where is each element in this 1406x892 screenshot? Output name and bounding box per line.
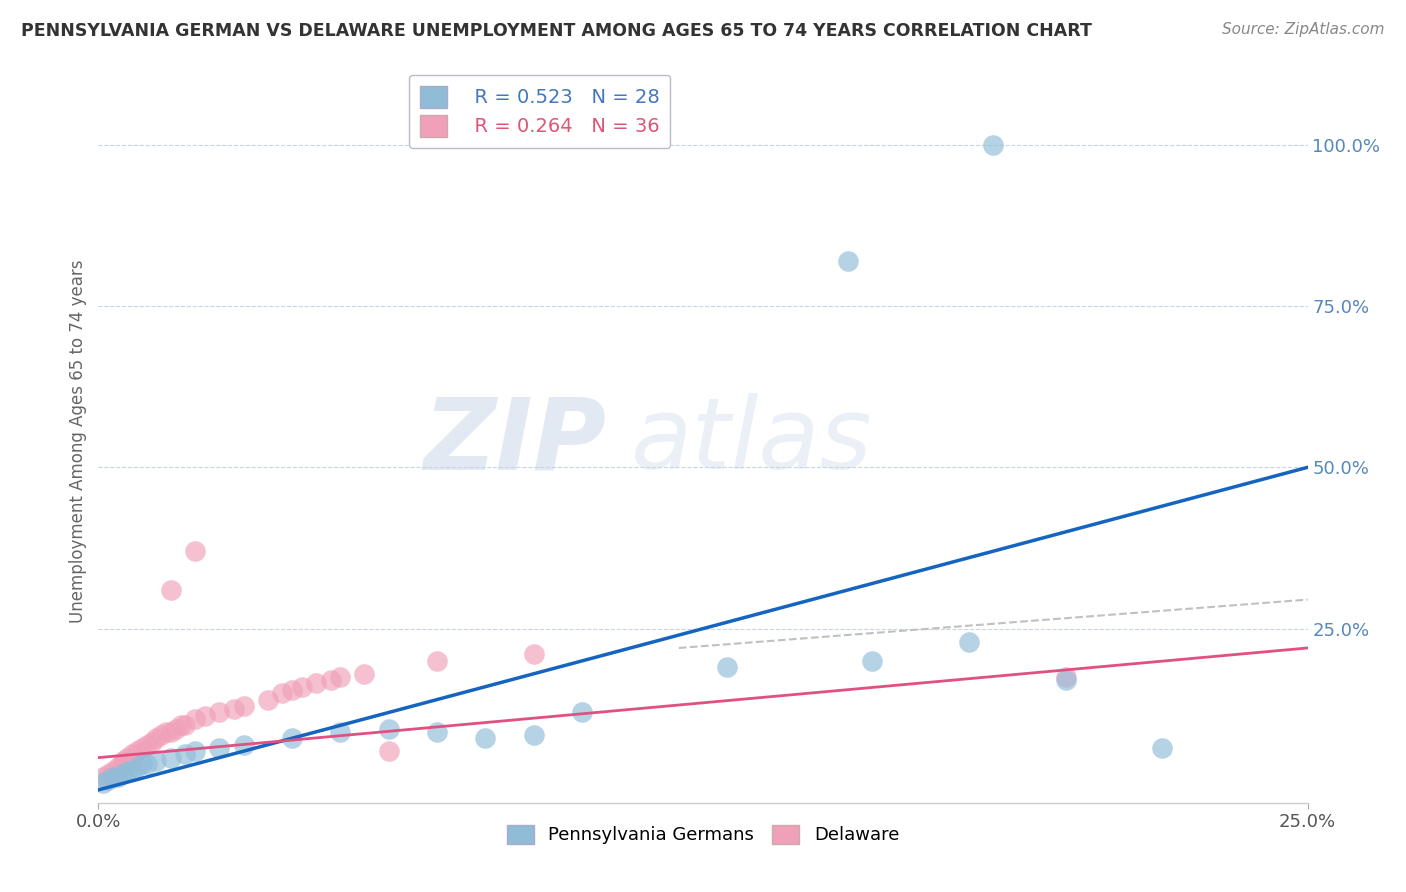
Point xyxy=(377,744,399,758)
Point xyxy=(837,254,859,268)
Point xyxy=(377,722,399,736)
Point xyxy=(165,722,187,736)
Point xyxy=(160,582,183,597)
Point xyxy=(1054,670,1077,684)
Point xyxy=(194,708,217,723)
Y-axis label: Unemployment Among Ages 65 to 74 years: Unemployment Among Ages 65 to 74 years xyxy=(69,260,87,624)
Point xyxy=(305,676,328,690)
Point xyxy=(184,744,207,758)
Point xyxy=(127,760,149,774)
Point xyxy=(160,724,183,739)
Point xyxy=(117,764,139,778)
Point xyxy=(174,718,197,732)
Point xyxy=(131,741,153,756)
Point xyxy=(141,734,163,748)
Point xyxy=(91,770,114,784)
Point xyxy=(271,686,294,700)
Point xyxy=(160,750,183,764)
Point xyxy=(716,660,738,674)
Point xyxy=(155,724,177,739)
Point xyxy=(957,634,980,648)
Point xyxy=(981,137,1004,152)
Point xyxy=(281,682,304,697)
Point xyxy=(329,724,352,739)
Point xyxy=(111,766,134,780)
Point xyxy=(571,706,593,720)
Point xyxy=(121,764,143,778)
Point xyxy=(232,699,254,714)
Point xyxy=(523,648,546,662)
Point xyxy=(145,731,167,746)
Text: Source: ZipAtlas.com: Source: ZipAtlas.com xyxy=(1222,22,1385,37)
Point xyxy=(256,692,278,706)
Point xyxy=(121,747,143,762)
Point xyxy=(208,741,231,756)
Point xyxy=(127,744,149,758)
Point xyxy=(111,757,134,772)
Point xyxy=(474,731,496,746)
Point xyxy=(135,757,157,772)
Point xyxy=(150,728,173,742)
Point xyxy=(1152,741,1174,756)
Point xyxy=(426,654,449,668)
Point xyxy=(353,666,375,681)
Point xyxy=(523,728,546,742)
Point xyxy=(91,776,114,790)
Text: PENNSYLVANIA GERMAN VS DELAWARE UNEMPLOYMENT AMONG AGES 65 TO 74 YEARS CORRELATI: PENNSYLVANIA GERMAN VS DELAWARE UNEMPLOY… xyxy=(21,22,1092,40)
Legend: Pennsylvania Germans, Delaware: Pennsylvania Germans, Delaware xyxy=(499,818,907,852)
Point xyxy=(281,731,304,746)
Point xyxy=(208,706,231,720)
Point xyxy=(222,702,245,716)
Point xyxy=(117,750,139,764)
Point xyxy=(184,544,207,558)
Point xyxy=(329,670,352,684)
Point xyxy=(107,760,129,774)
Point xyxy=(860,654,883,668)
Point xyxy=(426,724,449,739)
Point xyxy=(1054,673,1077,688)
Point xyxy=(111,754,134,768)
Text: atlas: atlas xyxy=(630,393,872,490)
Point xyxy=(97,766,120,780)
Point xyxy=(101,764,124,778)
Point xyxy=(145,754,167,768)
Point xyxy=(101,770,124,784)
Point xyxy=(319,673,342,688)
Point xyxy=(107,770,129,784)
Point xyxy=(169,718,191,732)
Text: ZIP: ZIP xyxy=(423,393,606,490)
Point xyxy=(174,747,197,762)
Point xyxy=(184,712,207,726)
Point xyxy=(97,773,120,788)
Point xyxy=(290,680,312,694)
Point xyxy=(232,738,254,752)
Point xyxy=(135,738,157,752)
Point xyxy=(131,757,153,772)
